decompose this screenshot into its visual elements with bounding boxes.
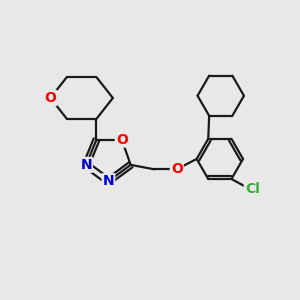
Text: N: N	[103, 174, 114, 188]
Text: O: O	[44, 91, 56, 105]
Text: Cl: Cl	[245, 182, 260, 197]
Text: O: O	[171, 162, 183, 176]
Text: N: N	[80, 158, 92, 172]
Text: O: O	[116, 133, 128, 147]
